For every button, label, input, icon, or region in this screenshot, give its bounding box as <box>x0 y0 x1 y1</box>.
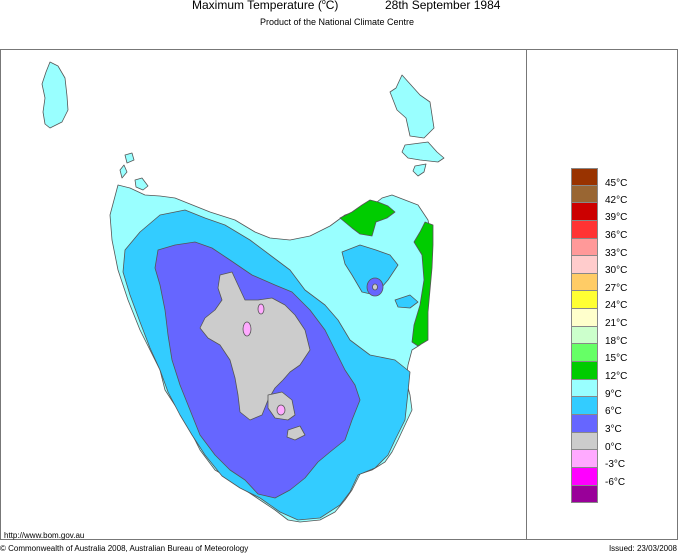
legend-label-39: 39°C <box>605 212 628 224</box>
legend-label-42: 42°C <box>605 194 628 206</box>
region-0c-east <box>372 283 378 291</box>
frame-divider <box>526 49 527 540</box>
bom-url: http://www.bom.gov.au <box>4 531 85 540</box>
legend-label-18: 18°C <box>605 335 628 347</box>
issued-date: Issued: 23/03/2008 <box>608 544 677 553</box>
legend-label-21: 21°C <box>605 318 628 330</box>
map-frame <box>0 49 678 540</box>
legend-label-24: 24°C <box>605 300 628 312</box>
legend-label-33: 33°C <box>605 247 628 259</box>
legend-label-9: 9°C <box>605 388 622 400</box>
map-title-date: 28th September 1984 <box>385 0 501 12</box>
legend-swatch-21: 21°C <box>571 309 627 329</box>
small-island <box>412 163 427 177</box>
legend-label-30: 30°C <box>605 265 628 277</box>
region-6c-east <box>341 244 399 296</box>
map-title: Maximum Temperature (oC) 28th September … <box>0 0 680 14</box>
legend-swatch-30: 30°C <box>571 256 627 276</box>
legend-swatch-33: 33°C <box>571 238 627 259</box>
legend-label-0: 0°C <box>605 441 622 453</box>
legend-swatch-18: 18°C <box>571 326 627 347</box>
region-minus3c-2 <box>242 321 252 337</box>
legend-swatch-minus6: -6°C <box>571 467 625 488</box>
legend-swatch-42: 42°C <box>571 185 627 206</box>
legend-swatch-6: 6°C <box>571 397 622 417</box>
legend-label-36: 36°C <box>605 229 628 241</box>
legend-swatch-12: 12°C <box>571 362 627 382</box>
legend-label-6: 6°C <box>605 406 622 418</box>
region-6c-east-2 <box>394 294 419 309</box>
region-12c-east-coast <box>411 221 434 347</box>
region-12c-northeast <box>339 199 396 237</box>
legend-swatch-minus3: -3°C <box>571 450 625 470</box>
legend-swatch-27: 27°C <box>571 273 627 294</box>
legend-label-27: 27°C <box>605 282 628 294</box>
temperature-legend: 45°C 42°C 39°C 36°C 33°C 30°C 27°C 24°C … <box>571 168 627 504</box>
cape-barren-island <box>401 141 445 163</box>
map-title-variable: Maximum Temperature (oC) <box>192 0 339 12</box>
legend-swatch-9: 9°C <box>571 379 622 400</box>
legend-label-12: 12°C <box>605 371 628 383</box>
nw-islet-1 <box>124 152 135 164</box>
king-island <box>41 61 69 129</box>
legend-swatch-36: 36°C <box>571 220 627 241</box>
legend-swatch-below-minus6 <box>571 485 598 504</box>
region-minus3c-3 <box>276 404 286 416</box>
legend-swatch-45: 45°C <box>571 168 627 189</box>
region-minus3c-1 <box>257 303 265 315</box>
legend-label-minus6: -6°C <box>605 476 626 488</box>
legend-label-45: 45°C <box>605 178 628 189</box>
tasmania-temperature-map <box>41 61 445 523</box>
legend-swatch-3: 3°C <box>571 414 622 435</box>
flinders-island <box>389 74 435 139</box>
map-subtitle: Product of the National Climate Centre <box>259 17 415 27</box>
legend-label-15: 15°C <box>605 353 628 365</box>
legend-swatch-15: 15°C <box>571 344 627 364</box>
robbins-island <box>134 177 149 191</box>
legend-label-minus3: -3°C <box>605 459 626 471</box>
region-0c-3 <box>286 425 306 441</box>
legend-label-3: 3°C <box>605 423 622 435</box>
legend-swatch-24: 24°C <box>571 291 627 311</box>
legend-swatch-39: 39°C <box>571 203 627 223</box>
copyright-notice: © Commonwealth of Australia 2008, Austra… <box>0 544 249 553</box>
legend-swatch-0: 0°C <box>571 432 622 453</box>
nw-islet-2 <box>119 164 128 179</box>
